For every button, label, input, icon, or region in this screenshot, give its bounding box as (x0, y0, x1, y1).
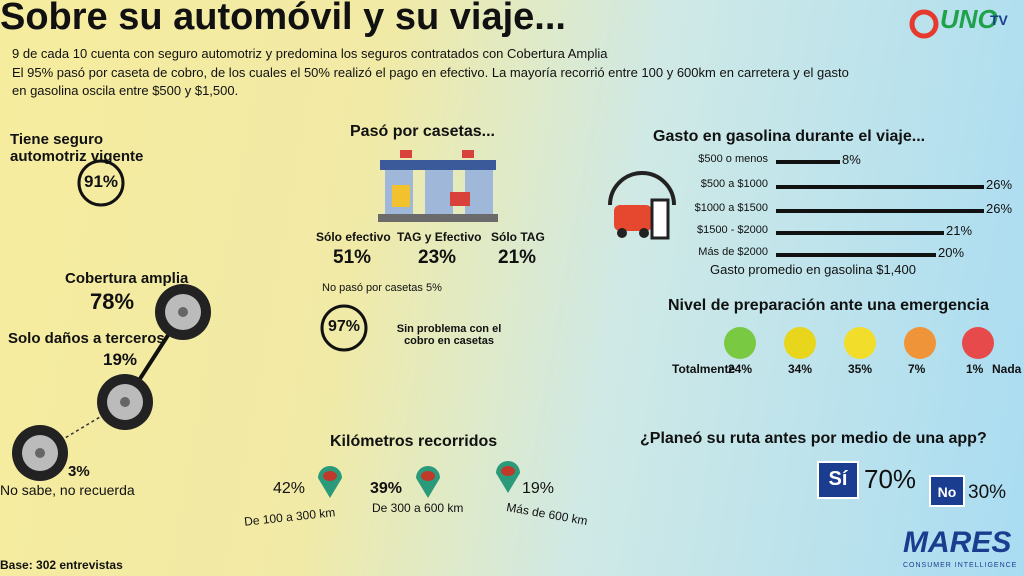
tolls-title: Pasó por casetas... (350, 123, 495, 140)
emergency-title: Nivel de preparación ante una emergencia (668, 297, 990, 314)
tire (97, 374, 153, 430)
route-title: ¿Planeó su ruta antes por medio de una a… (640, 430, 987, 447)
toll-value: 21% (498, 247, 537, 268)
coverage-label: Solo daños a terceros (8, 330, 165, 347)
no-value: 30% (968, 482, 1007, 503)
toll-label: Sólo efectivo (316, 230, 391, 244)
range-label: $500 a $1000 (700, 178, 768, 190)
distance-value: 39% (370, 480, 403, 497)
no-problem-value: 97% (327, 318, 361, 335)
fuel-value: 21% (946, 223, 973, 238)
distance-title: Kilómetros recorridos (330, 433, 498, 450)
emergency-value: 35% (848, 362, 873, 376)
emergency-label: Totalmente (672, 362, 736, 376)
fuel-value: 8% (842, 152, 861, 167)
ring (320, 304, 368, 352)
coverage-value: 78% (90, 289, 135, 314)
face (904, 327, 936, 359)
insurance-title: Tiene seguro automotriz vigente (10, 131, 144, 165)
no-toll: No pasó por casetas 5% (322, 282, 442, 294)
pin (416, 466, 440, 498)
range-label: Más de $2000 (698, 246, 768, 258)
pin (318, 466, 342, 498)
toll-icon (378, 150, 498, 222)
brand: MARES (903, 526, 1012, 559)
face (962, 327, 994, 359)
yes-box (817, 461, 859, 499)
no-box (929, 475, 965, 507)
distance-label: De 300 a 600 km (372, 501, 464, 515)
logo: UNO (940, 4, 998, 34)
emergency-value: 7% (908, 362, 926, 376)
intro-line: en gasolina oscila entre $500 y $1,500. (12, 83, 239, 98)
tire (12, 425, 68, 481)
face (844, 327, 876, 359)
tire (155, 284, 211, 340)
fuel-value: 26% (986, 201, 1013, 216)
fuel-bar (776, 253, 936, 257)
coverage-value: 19% (103, 350, 138, 369)
face (784, 327, 816, 359)
emergency-label: Nada (992, 362, 1022, 376)
ring (77, 159, 125, 207)
emergency-value: 24% (728, 362, 753, 376)
toll-value: 23% (418, 247, 457, 268)
emergency-value: 1% (966, 362, 984, 376)
fuel-bar (776, 209, 984, 213)
logo-tv: TV (990, 12, 1008, 28)
connector (39, 401, 126, 454)
logo-mark (909, 9, 939, 39)
base: Base: 302 entrevistas (0, 558, 123, 572)
intro-line: El 95% pasó por caseta de cobro, de los … (12, 65, 849, 80)
distance-value: 19% (522, 480, 555, 497)
range-label: $1000 a $1500 (694, 202, 768, 214)
range-label: $500 o menos (698, 153, 768, 165)
pin (496, 461, 520, 493)
yes-label: Sí (828, 468, 848, 490)
coverage-value: 3% (68, 463, 90, 480)
brand-sub: CONSUMER INTELLIGENCE (903, 562, 1018, 569)
fuel-value: 26% (986, 177, 1013, 192)
fuel-icon (608, 171, 676, 240)
fuel-bar (776, 160, 840, 164)
fuel-average: Gasto promedio en gasolina $1,400 (710, 262, 916, 277)
title: Sobre su automóvil y su viaje... (0, 0, 566, 38)
fuel-title: Gasto en gasolina durante el viaje... (653, 128, 926, 145)
coverage-label: No sabe, no recuerda (0, 482, 135, 498)
coverage-label: Cobertura amplia (65, 270, 189, 287)
yes-value: 70% (864, 464, 917, 494)
emergency-value: 34% (788, 362, 813, 376)
insurance-value: 91% (83, 172, 119, 191)
fuel-bar (776, 185, 984, 189)
toll-label: Sólo TAG (491, 230, 545, 244)
no-label: No (937, 484, 957, 500)
intro-line: 9 de cada 10 cuenta con seguro automotri… (12, 46, 608, 61)
range-label: $1500 - $2000 (697, 224, 768, 236)
fuel-bar (776, 231, 944, 235)
no-problem-label: Sin problema con el cobro en casetas (396, 323, 502, 347)
distance-value: 42% (273, 480, 306, 497)
toll-label: TAG y Efectivo (397, 230, 482, 244)
face (724, 327, 756, 359)
toll-value: 51% (333, 247, 372, 268)
fuel-value: 20% (938, 245, 965, 260)
